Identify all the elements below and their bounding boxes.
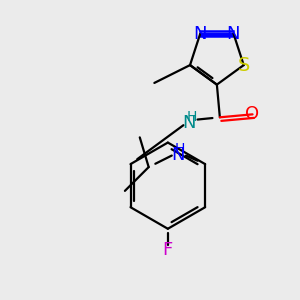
Text: N: N bbox=[171, 146, 184, 164]
Text: H: H bbox=[175, 142, 185, 156]
Text: N: N bbox=[194, 25, 207, 43]
Text: S: S bbox=[238, 56, 250, 75]
Text: F: F bbox=[163, 241, 173, 259]
Text: O: O bbox=[245, 105, 260, 123]
Text: N: N bbox=[182, 114, 196, 132]
Text: N: N bbox=[227, 25, 240, 43]
Text: H: H bbox=[186, 110, 197, 124]
